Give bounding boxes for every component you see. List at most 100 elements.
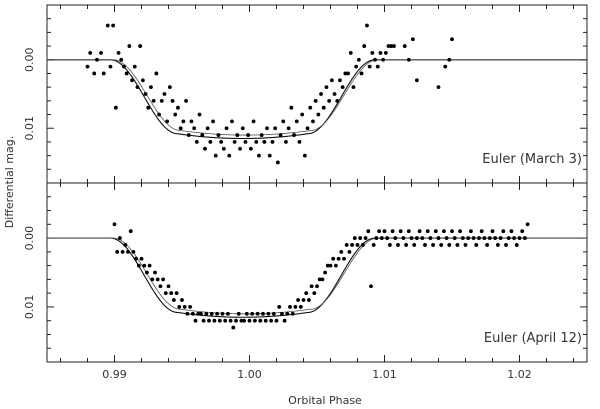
data-point [158,284,163,289]
data-point [251,119,256,124]
data-point [166,284,171,289]
plot-frame [46,182,588,363]
data-point [122,64,126,69]
data-point [130,78,134,83]
data-point [238,146,242,151]
data-point [177,305,182,309]
panel-2: 0.00 0.01 Euler (April 12) [23,182,588,363]
data-point [178,126,183,131]
data-point [375,64,380,69]
data-point [350,243,354,247]
data-point [374,236,379,240]
data-point [234,318,238,323]
data-point [381,57,386,62]
data-point [300,112,305,117]
x-tick-label: 1.02 [507,368,532,381]
data-point [188,305,193,309]
data-point [386,44,391,48]
data-point [208,140,213,144]
data-point [359,71,364,76]
y-tick-label: 0.01 [23,116,36,141]
data-point [132,64,137,69]
data-point [275,160,280,165]
data-point [498,236,503,240]
data-point [501,229,506,234]
data-point [199,311,203,316]
data-point [167,85,172,90]
data-point [127,44,132,48]
y-axis-label: Differential mag. [3,136,16,229]
data-point [263,318,268,323]
x-tick-label: 1.00 [237,368,262,381]
data-point [304,291,309,296]
data-point [466,236,471,240]
data-point [223,318,228,323]
data-point [157,112,161,117]
data-point [250,311,255,316]
data-point [334,263,338,268]
data-point [207,318,211,323]
data-point [261,311,265,316]
data-point [163,291,168,296]
data-point [362,44,367,48]
data-point [105,23,110,28]
data-point [227,153,232,158]
data-point [247,318,252,323]
data-point [203,146,207,151]
data-point [246,133,251,137]
data-point [200,133,205,137]
panel-1: 0.00 0.01 Euler (March 3) [23,4,588,184]
data-point [389,44,394,48]
data-point [170,98,175,103]
data-point [258,318,263,323]
data-point [450,229,454,234]
data-point [278,133,283,137]
data-point [217,318,222,323]
data-point [205,126,210,131]
data-point [271,311,276,316]
data-point [193,318,198,323]
data-point [285,311,290,316]
data-point [309,284,314,289]
data-point [371,243,376,247]
y-tick-label: 0.01 [23,295,36,320]
data-point [392,44,396,48]
data-point [181,119,186,124]
data-point [436,236,441,240]
data-point [149,85,153,90]
data-point [428,236,433,240]
data-point [169,291,174,296]
model-curve [47,59,587,140]
data-point [85,64,90,69]
data-point [320,277,325,282]
data-point [270,140,275,144]
data-point [112,222,117,227]
data-point [338,78,342,83]
data-point [173,112,178,117]
data-point [123,243,128,247]
data-point [460,236,465,240]
data-point [398,229,403,234]
data-point [154,71,159,76]
data-point [401,236,406,240]
data-point [201,318,206,323]
x-tick-label: 1.01 [372,368,397,381]
data-point [311,119,315,124]
data-point [343,71,348,76]
data-point [128,229,133,234]
data-point [257,153,261,158]
data-point [284,140,288,144]
data-point [111,23,116,28]
data-point [382,229,387,234]
data-point [267,153,272,158]
data-point [315,284,319,289]
data-point [369,284,373,289]
data-point [463,243,468,247]
data-point [231,325,236,330]
data-point [108,64,113,69]
data-point [474,243,479,247]
data-point [182,305,187,309]
data-point [248,146,253,151]
data-point [113,105,118,110]
data-point [393,236,398,240]
